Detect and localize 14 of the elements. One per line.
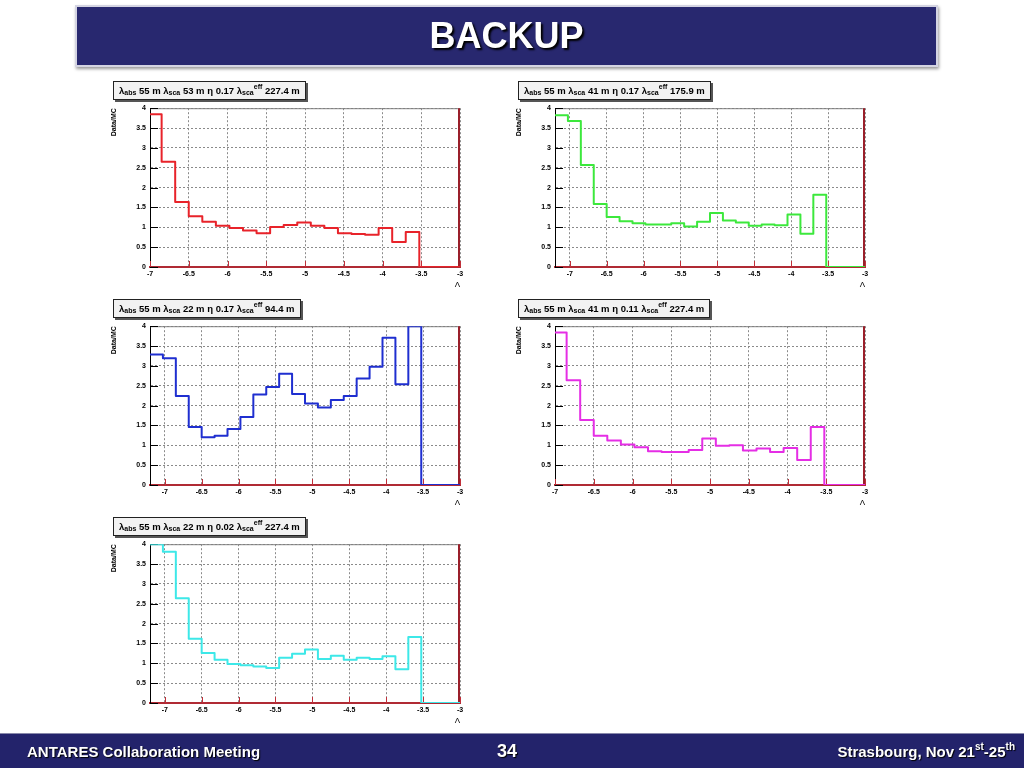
x-axis-title: Λ bbox=[859, 280, 866, 290]
chart-title: λ$_{abs}$ 55 m λ$_{sca}$ 41 m η 0.11 λ$_{sca}$$^{eff}$ 227.4 m bbox=[518, 299, 711, 318]
chart-title: λ$_{abs}$ 55 m λ$_{sca}$ 41 m η 0.17 λ$_{sca}$$^{eff}$ 175.9 m bbox=[518, 81, 711, 100]
text: BACKUP bbox=[429, 15, 584, 57]
chart-title: λ$_{abs}$ 55 m λ$_{sca}$ 53 m η 0.17 λ$_{sca}$$^{eff}$ 227.4 m bbox=[113, 81, 306, 100]
x-axis-title: Λ bbox=[454, 280, 461, 290]
x-axis-title: Λ bbox=[454, 716, 461, 726]
x-axis-title: Λ bbox=[859, 498, 866, 508]
text: Strasbourg, Nov 21$^{st}$-25$^{th}$ bbox=[837, 740, 1015, 762]
chart-title: λ$_{abs}$ 55 m λ$_{sca}$ 22 m η 0.02 λ$_{sca}$$^{eff}$ 227.4 m bbox=[113, 517, 306, 536]
text: 34 bbox=[496, 741, 518, 761]
text: ANTARES Collaboration Meeting bbox=[27, 742, 261, 762]
x-axis-title: Λ bbox=[454, 498, 461, 508]
chart-title: λ$_{abs}$ 55 m λ$_{sca}$ 22 m η 0.17 λ$_{sca}$$^{eff}$ 94.4 m bbox=[113, 299, 301, 318]
